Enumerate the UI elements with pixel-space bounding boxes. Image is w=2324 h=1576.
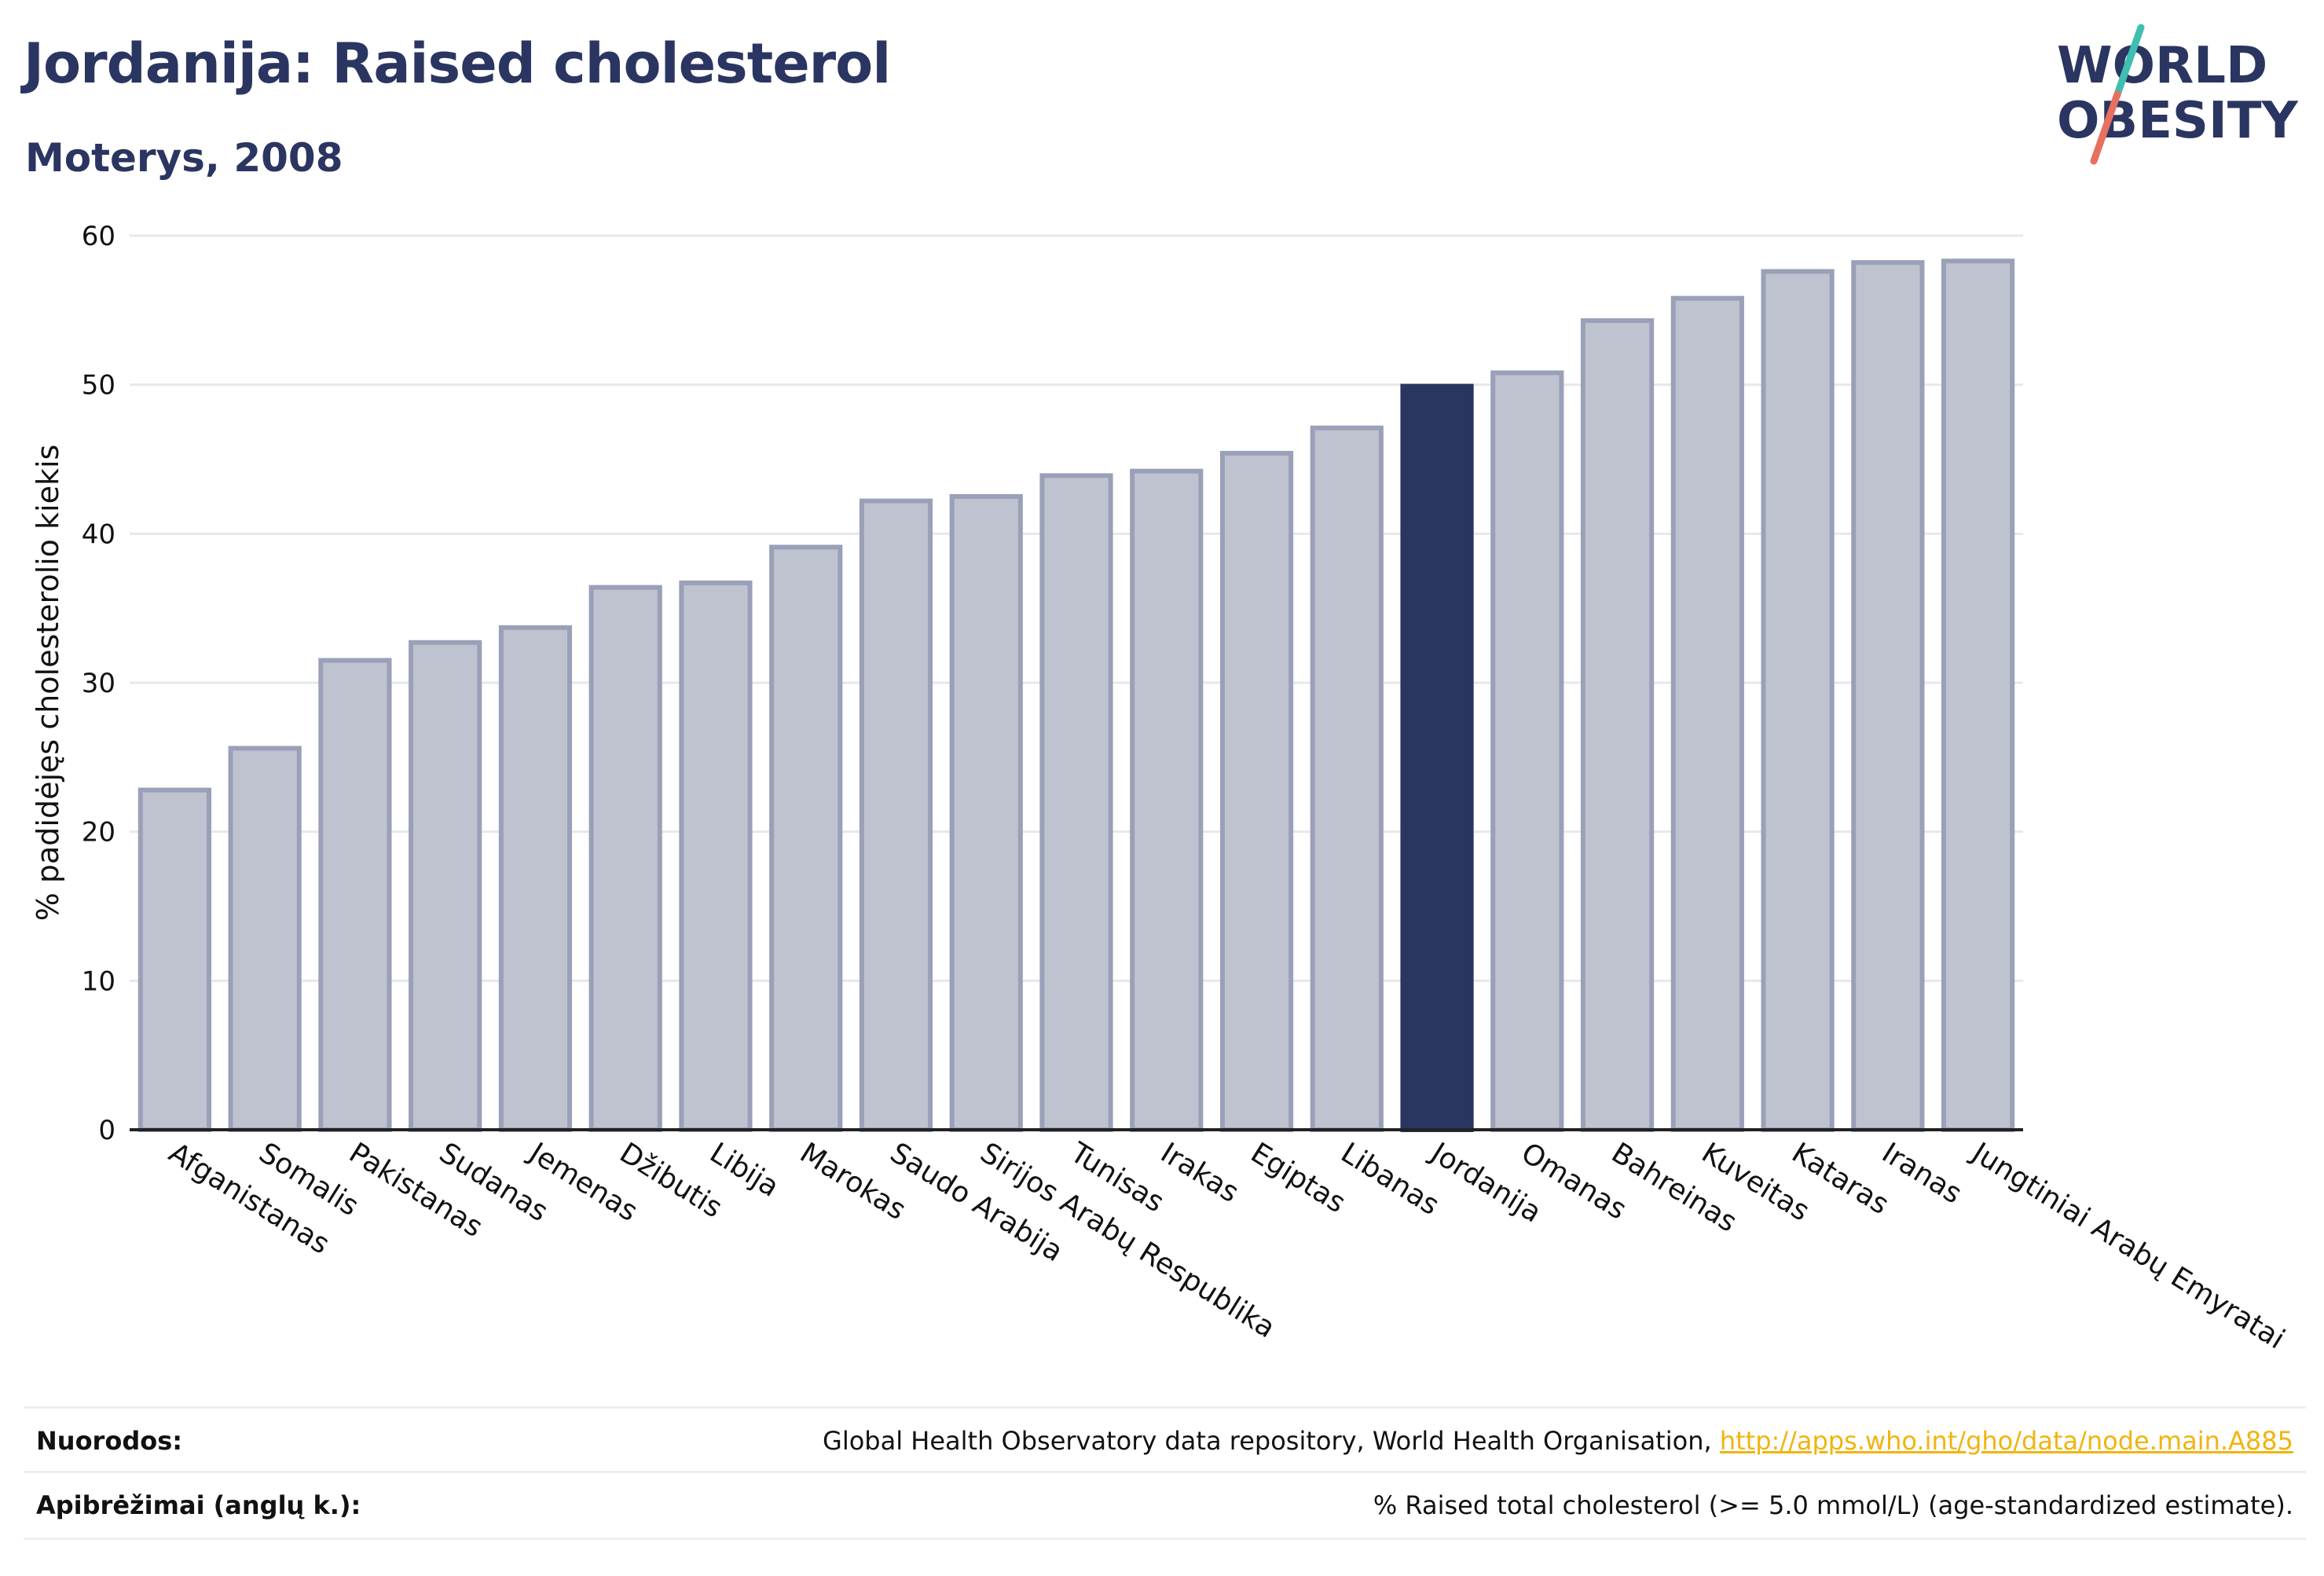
bar [588,585,662,1132]
bar [1851,260,1925,1132]
y-tick-label: 10 [82,966,115,997]
definitions-row: Apibrėžimai (anglų k.): % Raised total c… [24,1471,2306,1540]
bar [1670,295,1744,1132]
x-tick-label: Libanas [1336,1137,1445,1222]
world-obesity-logo: WORLD OBESITY [2057,24,2298,165]
bar [1130,468,1204,1132]
bar [1219,450,1294,1132]
x-tick-label: Irakas [1155,1137,1244,1209]
chart-subtitle: Moterys, 2008 [25,135,343,181]
bar-chart: 0 10 20 30 40 50 60 % padidėjęs cholesterolio k… [31,221,2290,1356]
y-tick-label: 30 [82,668,115,699]
bar [1941,258,2015,1133]
x-tick-label: Jungtiniai Arabų Emyratai [1965,1136,2290,1356]
y-tick-label: 60 [82,221,115,252]
bar [949,493,1023,1132]
logo-text-obesity: OBESITY [2057,92,2298,150]
bar [1310,425,1384,1132]
y-tick-label: 50 [82,370,115,401]
bar [318,658,392,1132]
bar [498,625,573,1132]
bar [679,580,753,1132]
sources-value: Global Health Observatory data repositor… [823,1426,2293,1456]
bar [409,640,482,1132]
definitions-value: % Raised total cholesterol (>= 5.0 mmol/… [1373,1490,2293,1520]
bar [769,544,843,1132]
bar [1039,473,1113,1132]
bar [137,787,211,1132]
bar [1490,370,1564,1132]
logo-slash-coral [2090,90,2121,165]
sources-label: Nuorodos: [36,1426,183,1456]
bar [1580,318,1655,1132]
logo-slash-teal [2113,24,2145,98]
sources-link[interactable]: http://apps.who.int/gho/data/node.main.A… [1719,1426,2293,1456]
bar [1400,383,1474,1132]
y-tick-label: 20 [82,817,115,848]
y-tick-label: 0 [98,1115,115,1146]
x-tick-label: Egiptas [1245,1137,1351,1219]
sources-row: Nuorodos: Global Health Observatory data… [24,1406,2306,1473]
bar [859,498,933,1132]
chart-title: Jordanija: Raised cholesterol [24,31,891,96]
definitions-label: Apibrėžimai (anglų k.): [36,1490,361,1520]
sources-text: Global Health Observatory data repositor… [823,1426,1720,1456]
bar [1761,269,1835,1132]
bar [228,746,302,1132]
y-axis-label: % padidėjęs cholesterolio kiekis [31,445,65,922]
y-tick-label: 40 [82,519,115,550]
logo-text-world: WORLD [2057,37,2267,95]
